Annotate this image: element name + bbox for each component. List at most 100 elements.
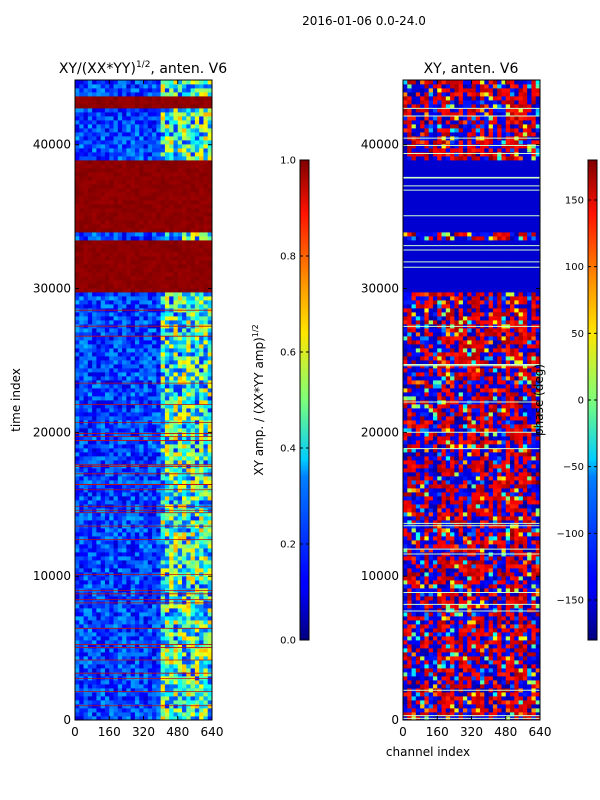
amplitude-cell: [186, 240, 191, 245]
amplitude-cell: [109, 572, 114, 577]
amplitude-cell: [109, 388, 114, 393]
amplitude-cell: [143, 656, 149, 661]
amplitude-cell: [122, 196, 127, 201]
amplitude-cell: [186, 644, 191, 649]
amplitude-cell: [117, 152, 123, 157]
amplitude-cell: [79, 440, 84, 445]
amplitude-cell: [152, 280, 157, 285]
amplitude-cell: [96, 176, 102, 181]
amplitude-cell: [152, 416, 157, 421]
amplitude-cell: [83, 152, 89, 157]
amplitude-cell: [117, 452, 123, 457]
amplitude-cell: [104, 620, 110, 625]
amplitude-cell: [100, 544, 106, 549]
amplitude-cell: [207, 256, 212, 261]
amplitude-cell: [152, 520, 157, 525]
amplitude-cell: [122, 316, 127, 321]
amplitude-cell: [160, 516, 166, 521]
amplitude-cell: [87, 316, 93, 321]
amplitude-cell: [104, 212, 110, 217]
amplitude-cell: [104, 528, 110, 533]
amplitude-cell: [169, 136, 174, 141]
amplitude-cell: [139, 552, 144, 557]
amplitude-cell: [96, 616, 102, 621]
amplitude-cell: [164, 540, 170, 545]
amplitude-cell: [160, 380, 166, 385]
amplitude-cell: [83, 252, 89, 257]
amplitude-cell: [207, 664, 212, 669]
amplitude-cell: [92, 556, 97, 561]
amplitude-cell: [83, 584, 89, 589]
amplitude-cell: [169, 212, 174, 217]
amplitude-cell: [143, 644, 149, 649]
amplitude-cell: [152, 556, 157, 561]
amplitude-cell: [126, 332, 132, 337]
amplitude-cell: [173, 144, 179, 149]
amplitude-cell: [92, 628, 97, 633]
amplitude-cell: [199, 452, 204, 457]
amplitude-cell: [156, 344, 162, 349]
amplitude-cell: [100, 536, 106, 541]
amplitude-cell: [199, 244, 204, 249]
amplitude-cell: [134, 408, 140, 413]
amplitude-cell: [126, 300, 132, 305]
amplitude-cell: [182, 604, 187, 609]
amplitude-cell: [126, 316, 132, 321]
amplitude-cell: [199, 620, 204, 625]
amplitude-cell: [203, 232, 209, 237]
amplitude-cell: [203, 708, 209, 713]
amplitude-cell: [134, 704, 140, 709]
amplitude-cell: [75, 480, 80, 485]
amplitude-cell: [100, 328, 106, 333]
amplitude-cell: [152, 660, 157, 665]
amplitude-cell: [75, 228, 80, 233]
amplitude-cell: [143, 300, 149, 305]
amplitude-cell: [143, 160, 149, 165]
amplitude-cell: [152, 300, 157, 305]
amplitude-cell: [203, 364, 209, 369]
amplitude-cell: [203, 140, 209, 145]
amplitude-cell: [173, 208, 179, 213]
amplitude-cell: [79, 516, 84, 521]
amplitude-cell: [160, 144, 166, 149]
amplitude-cell: [207, 200, 212, 205]
amplitude-cell: [169, 288, 174, 293]
amplitude-cell: [177, 560, 183, 565]
amplitude-cell: [186, 96, 191, 101]
amplitude-cell: [143, 176, 149, 181]
amplitude-cell: [156, 168, 162, 173]
amplitude-cell: [182, 568, 187, 573]
amplitude-cell: [177, 100, 183, 105]
amplitude-cell: [156, 636, 162, 641]
amplitude-cell: [143, 148, 149, 153]
amplitude-cell: [83, 696, 89, 701]
amplitude-cell: [122, 628, 127, 633]
amplitude-cell: [160, 224, 166, 229]
amplitude-cell: [117, 572, 123, 577]
amplitude-cell: [194, 500, 200, 505]
amplitude-cell: [109, 104, 114, 109]
amplitude-cell: [207, 448, 212, 453]
amplitude-cell: [83, 468, 89, 473]
amplitude-cell: [199, 548, 204, 553]
amplitude-cell: [152, 496, 157, 501]
amplitude-cell: [117, 192, 123, 197]
amplitude-cell: [92, 164, 97, 169]
amplitude-cell: [134, 380, 140, 385]
amplitude-cell: [130, 528, 136, 533]
amplitude-cell: [139, 368, 144, 373]
amplitude-cell: [173, 228, 179, 233]
amplitude-cell: [164, 616, 170, 621]
amplitude-cell: [109, 408, 114, 413]
amplitude-cell: [96, 360, 102, 365]
amplitude-cell: [113, 160, 119, 165]
amplitude-cell: [134, 632, 140, 637]
amplitude-cell: [173, 556, 179, 561]
amplitude-cell: [117, 512, 123, 517]
amplitude-cell: [199, 600, 204, 605]
amplitude-cell: [139, 156, 144, 161]
amplitude-cell: [126, 212, 132, 217]
amplitude-cell: [126, 544, 132, 549]
amplitude-cell: [87, 108, 93, 113]
amplitude-cell: [134, 292, 140, 297]
